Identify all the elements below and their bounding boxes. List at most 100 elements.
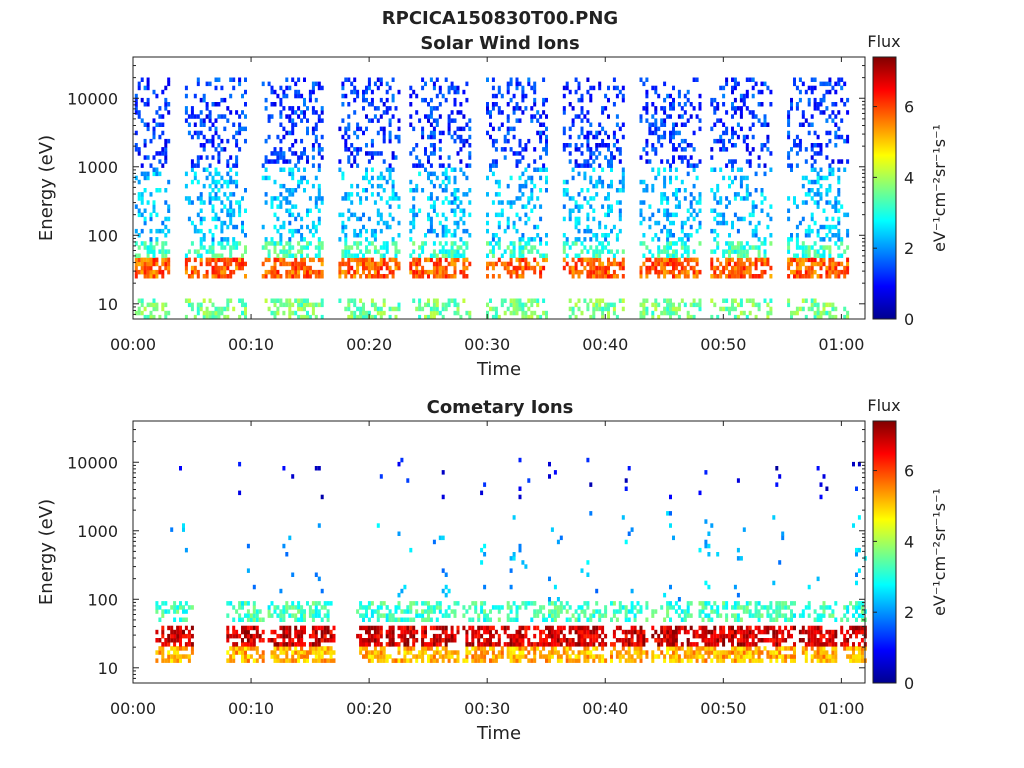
spectrogram-cell (367, 249, 371, 254)
spectrogram-cell (660, 310, 664, 316)
spectrogram-cell (689, 314, 693, 320)
spectrogram-cell (246, 638, 250, 643)
spectrogram-cell (548, 461, 551, 467)
spectrogram-cell (232, 208, 236, 213)
spectrogram-cell (480, 547, 484, 553)
spectrogram-cell (491, 642, 495, 647)
spectrogram-cell (787, 302, 791, 308)
spectrogram-cell (397, 265, 401, 271)
spectrogram-cell (589, 179, 593, 185)
spectrogram-cell (733, 143, 737, 148)
spectrogram-cell (161, 274, 165, 279)
spectrogram-cell (739, 114, 743, 119)
spectrogram-cell (297, 183, 301, 189)
spectrogram-cell (618, 212, 622, 218)
spectrogram-cell (441, 535, 445, 541)
spectrogram-cell (545, 314, 548, 320)
spectrogram-cell (244, 126, 247, 132)
spectrogram-cell (651, 122, 655, 127)
spectrogram-cell (214, 192, 218, 197)
spectrogram-cell (615, 188, 619, 193)
spectrogram-cell (143, 175, 147, 181)
spectrogram-cell (657, 261, 661, 267)
spectrogram-cell (317, 167, 321, 172)
spectrogram-cell (435, 625, 439, 631)
spectrogram-cell (571, 167, 575, 172)
spectrogram-cell (565, 654, 569, 659)
spectrogram-cell (536, 642, 540, 647)
spectrogram-cell (453, 179, 457, 185)
spectrogram-cell (244, 114, 247, 119)
spectrogram-cell (521, 237, 525, 242)
spectrogram-cell (483, 482, 487, 487)
spectrogram-cell (441, 212, 445, 218)
spectrogram-cell (834, 269, 838, 275)
spectrogram-cell (680, 114, 684, 119)
spectrogram-cell (601, 233, 605, 238)
spectrogram-cell (373, 646, 377, 651)
spectrogram-cell (733, 81, 737, 87)
spectrogram-cell (303, 306, 306, 312)
spectrogram-cell (435, 617, 439, 622)
spectrogram-cell (580, 257, 584, 263)
spectrogram-cell (353, 212, 357, 218)
spectrogram-cell (807, 102, 811, 107)
spectrogram-cell (462, 257, 466, 263)
spectrogram-cell (161, 601, 165, 606)
spectrogram-cell (716, 245, 720, 250)
spectrogram-cell (621, 257, 625, 263)
spectrogram-cell (205, 102, 209, 107)
spectrogram-cell (226, 302, 230, 308)
spectrogram-cell (731, 77, 734, 82)
spectrogram-cell (444, 175, 448, 181)
spectrogram-cell (294, 138, 298, 144)
spectrogram-cell (279, 167, 283, 172)
spectrogram-cell (736, 257, 740, 263)
spectrogram-cell (580, 261, 584, 267)
spectrogram-cell (559, 601, 563, 606)
spectrogram-cell (226, 212, 230, 218)
spectrogram-cell (559, 535, 563, 541)
y-tick-label: 1000 (77, 158, 118, 177)
spectrogram-cell (728, 241, 731, 246)
spectrogram-cell (598, 265, 602, 271)
spectrogram-cell (745, 241, 749, 246)
spectrogram-cell (409, 617, 413, 622)
spectrogram-cell (444, 97, 448, 103)
spectrogram-cell (515, 163, 519, 168)
spectrogram-cell (657, 249, 661, 254)
spectrogram-cell (329, 654, 333, 659)
spectrogram-cell (745, 265, 749, 271)
spectrogram-cell (456, 110, 460, 115)
spectrogram-cell (518, 654, 522, 659)
spectrogram-cell (273, 269, 277, 275)
spectrogram-cell (400, 629, 404, 635)
spectrogram-cell (311, 220, 315, 226)
spectrogram-cell (807, 188, 811, 193)
spectrogram-cell (518, 658, 522, 663)
spectrogram-cell (291, 122, 295, 127)
spectrogram-cell (810, 298, 814, 303)
spectrogram-cell (825, 89, 829, 95)
spectrogram-cell (459, 237, 463, 242)
spectrogram-cell (536, 167, 540, 172)
spectrogram-cell (382, 274, 386, 279)
spectrogram-cell (288, 167, 292, 172)
spectrogram-cell (214, 130, 218, 136)
spectrogram-cell (267, 306, 271, 312)
spectrogram-cell (379, 253, 383, 258)
spectrogram-cell (666, 261, 670, 267)
spectrogram-cell (317, 81, 321, 87)
spectrogram-cell (524, 629, 528, 635)
spectrogram-cell (255, 617, 259, 622)
spectrogram-cell (731, 102, 734, 107)
spectrogram-cell (548, 576, 551, 582)
spectrogram-cell (689, 192, 693, 197)
spectrogram-cell (497, 245, 501, 250)
spectrogram-cell (350, 151, 354, 156)
spectrogram-cell (568, 89, 572, 95)
spectrogram-cell (379, 310, 383, 316)
spectrogram-cell (232, 658, 236, 663)
spectrogram-cell (453, 261, 457, 267)
spectrogram-cell (542, 77, 546, 82)
